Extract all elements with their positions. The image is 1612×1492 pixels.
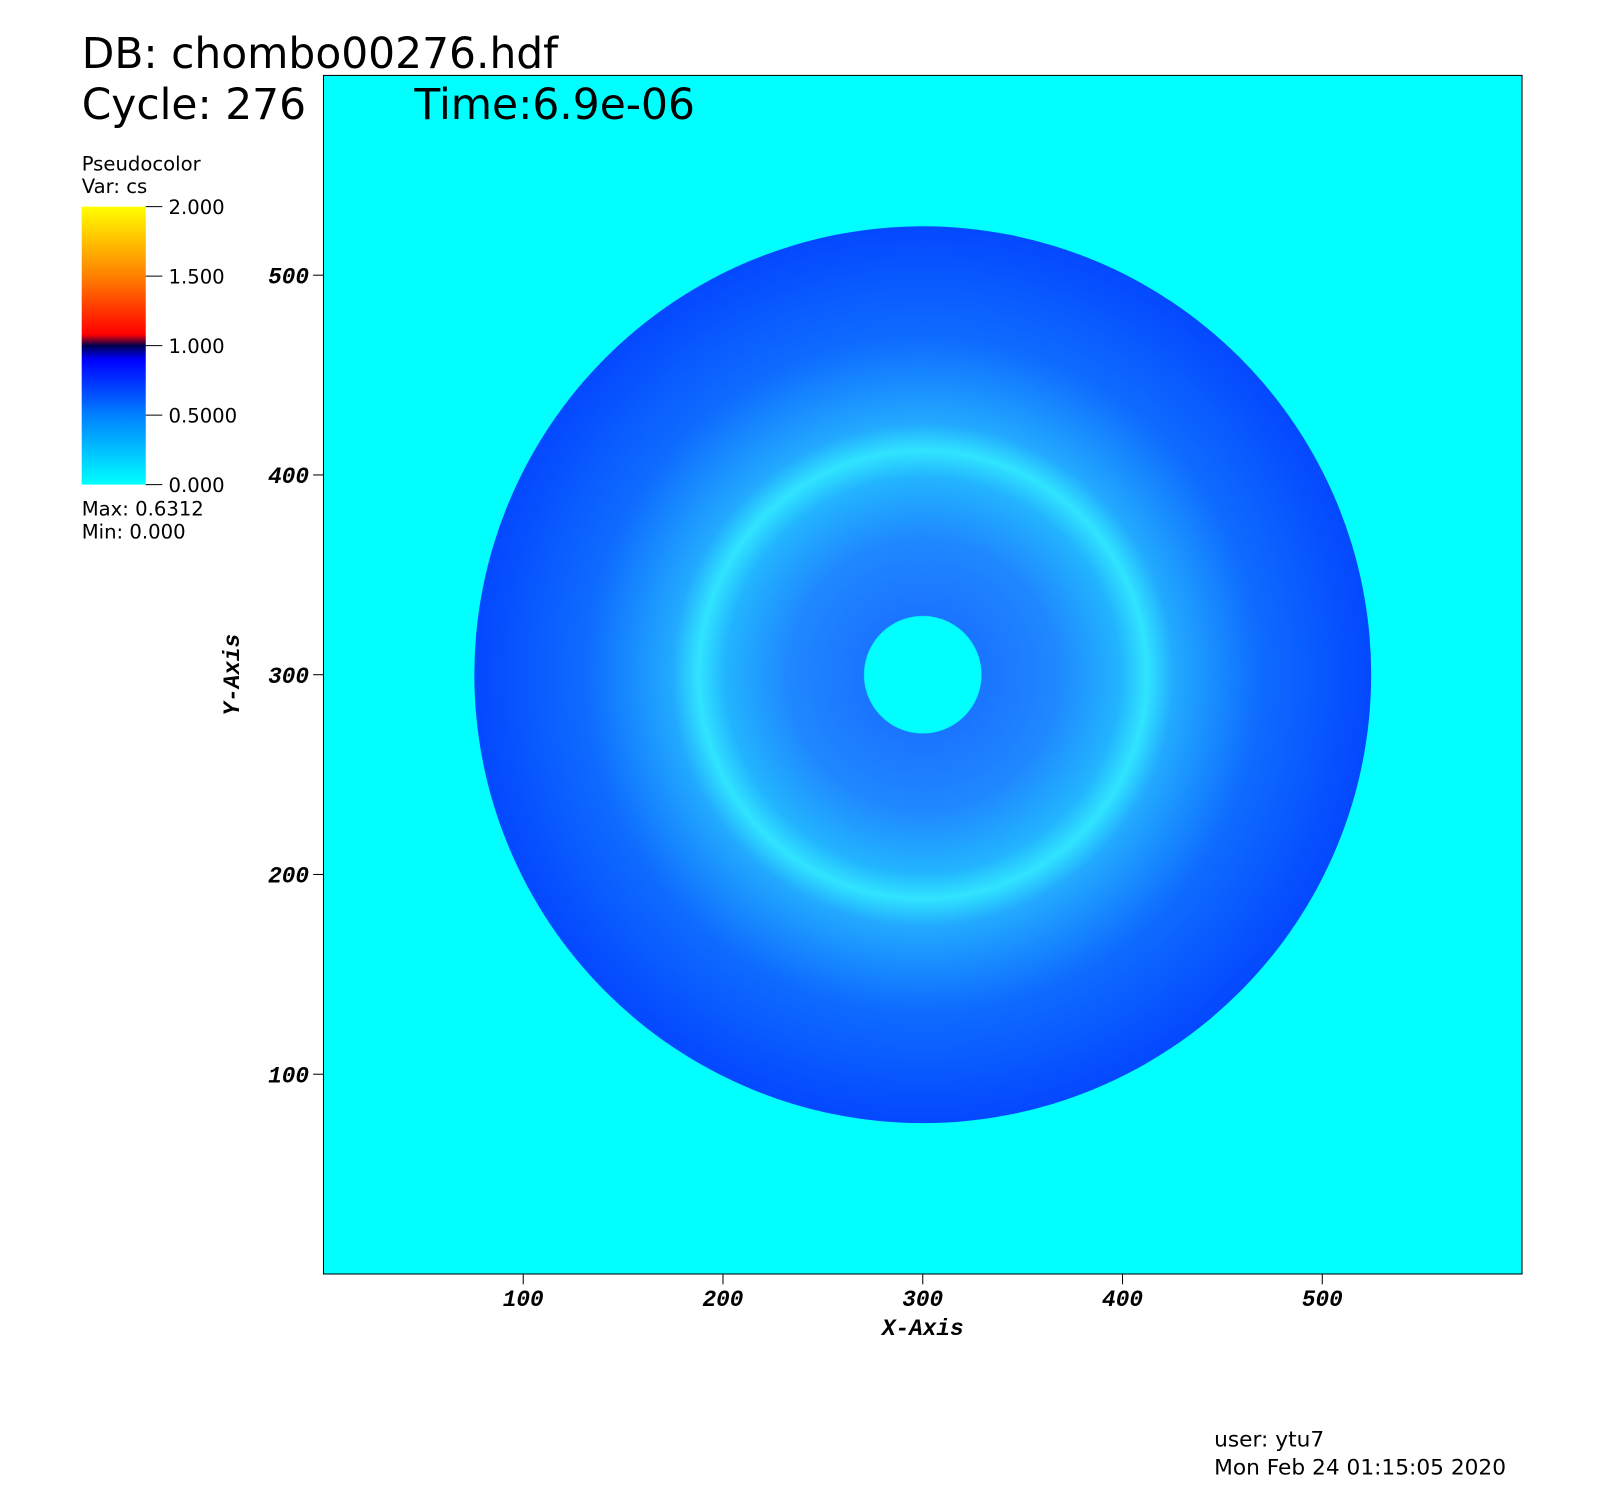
- field-disk: [474, 226, 1372, 1124]
- y-tick-label: 500: [268, 264, 309, 290]
- y-tick-label: 300: [268, 664, 309, 690]
- x-tick-label: 400: [1102, 1287, 1143, 1313]
- colorbar-tick-label: 1.500: [168, 265, 224, 288]
- colorbar-tick-label: 1.000: [168, 335, 224, 358]
- colorbar-tick-label: 0.000: [168, 474, 224, 497]
- y-tick-label: 400: [268, 464, 309, 490]
- x-tick-label: 100: [503, 1287, 544, 1313]
- y-axis-label: Y-Axis: [220, 634, 246, 716]
- colorbar: [81, 206, 146, 485]
- colorbar-tick-label: 2.000: [168, 196, 224, 219]
- x-tick-label: 200: [703, 1287, 744, 1313]
- x-axis-label: X-Axis: [880, 1316, 964, 1342]
- date-label: Mon Feb 24 01:15:05 2020: [1214, 1455, 1506, 1480]
- colorbar-var: Var: cs: [82, 175, 148, 198]
- min-label: Min: 0.000: [82, 520, 186, 543]
- x-tick-label: 500: [1302, 1287, 1343, 1313]
- colorbar-title: Pseudocolor: [82, 152, 202, 175]
- x-tick-label: 300: [902, 1287, 943, 1313]
- db-label: DB: chombo00276.hdf: [82, 29, 559, 78]
- user-label: user: ytu7: [1214, 1428, 1324, 1453]
- time-label: Time:6.9e-06: [413, 80, 695, 129]
- y-tick-label: 200: [268, 864, 309, 890]
- cycle-label: Cycle: 276: [82, 80, 306, 129]
- y-tick-label: 100: [268, 1063, 309, 1089]
- colorbar-tick-label: 0.5000: [168, 404, 237, 427]
- max-label: Max: 0.6312: [82, 498, 204, 521]
